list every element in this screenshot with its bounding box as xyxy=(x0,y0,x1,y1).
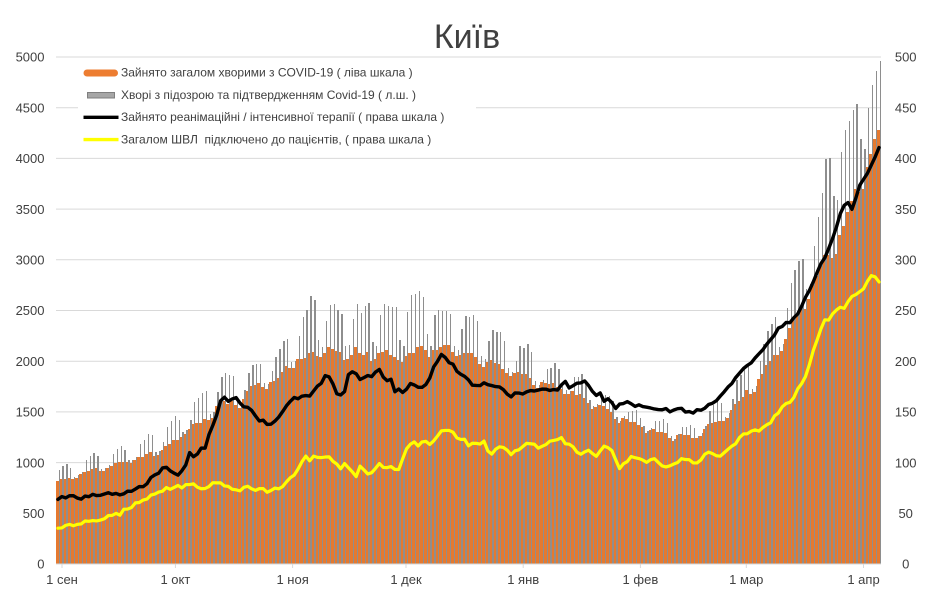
svg-text:500: 500 xyxy=(895,50,917,65)
svg-text:0: 0 xyxy=(902,557,909,572)
svg-text:2000: 2000 xyxy=(16,354,45,369)
svg-text:1 сен: 1 сен xyxy=(46,572,78,587)
svg-text:300: 300 xyxy=(895,253,917,268)
svg-text:1 мар: 1 мар xyxy=(729,572,763,587)
svg-text:1 ноя: 1 ноя xyxy=(276,572,308,587)
svg-text:1500: 1500 xyxy=(16,405,45,420)
svg-text:Зайнято загалом хворими з COVI: Зайнято загалом хворими з COVID-19 ( лів… xyxy=(121,66,413,80)
svg-text:1 янв: 1 янв xyxy=(507,572,539,587)
svg-text:1 апр: 1 апр xyxy=(847,572,879,587)
svg-text:Зайнято реанімаційні / інтенси: Зайнято реанімаційні / інтенсивної терап… xyxy=(121,110,444,124)
svg-text:1 фев: 1 фев xyxy=(623,572,659,587)
svg-text:50: 50 xyxy=(898,506,912,521)
svg-text:100: 100 xyxy=(895,455,917,470)
svg-text:350: 350 xyxy=(895,202,917,217)
svg-text:4500: 4500 xyxy=(16,100,45,115)
svg-text:250: 250 xyxy=(895,303,917,318)
svg-text:Хворі з підозрою та підтвердже: Хворі з підозрою та підтвердженням Covid… xyxy=(121,88,416,102)
svg-text:4000: 4000 xyxy=(16,151,45,166)
svg-text:500: 500 xyxy=(23,506,45,521)
svg-text:3500: 3500 xyxy=(16,202,45,217)
svg-text:Загалом ШВЛ підключено до пац: Загалом ШВЛ підключено до пацієнтів, ( п… xyxy=(121,132,431,146)
svg-text:5000: 5000 xyxy=(16,50,45,65)
svg-text:150: 150 xyxy=(895,405,917,420)
svg-text:1 окт: 1 окт xyxy=(160,572,190,587)
svg-text:3000: 3000 xyxy=(16,253,45,268)
svg-text:450: 450 xyxy=(895,100,917,115)
svg-text:0: 0 xyxy=(37,557,44,572)
svg-text:2500: 2500 xyxy=(16,303,45,318)
svg-text:1 дек: 1 дек xyxy=(390,572,422,587)
svg-text:200: 200 xyxy=(895,354,917,369)
svg-text:400: 400 xyxy=(895,151,917,166)
svg-text:1000: 1000 xyxy=(16,455,45,470)
svg-text:Київ: Київ xyxy=(434,18,500,56)
